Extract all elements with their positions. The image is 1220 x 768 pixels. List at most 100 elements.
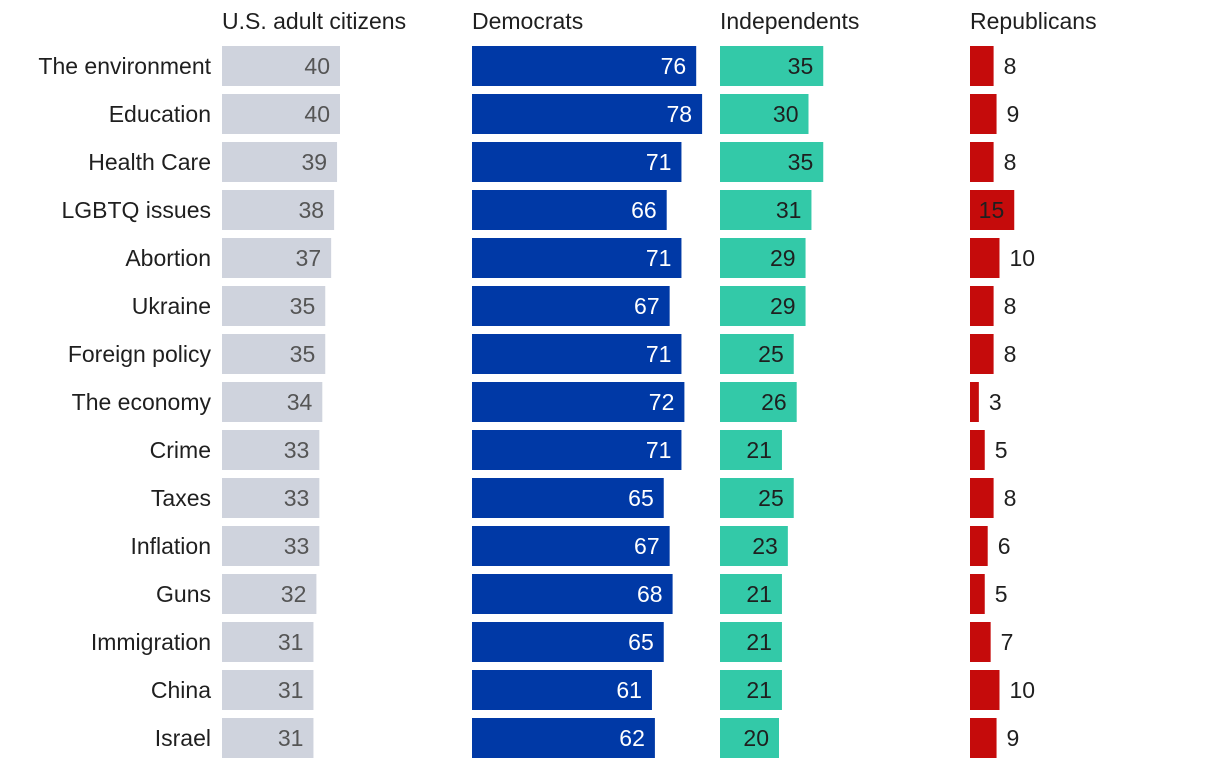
bar-u-s-adult-citizens-israel — [222, 718, 314, 758]
category-label-health-care: Health Care — [88, 149, 211, 175]
bar-independents-immigration — [720, 622, 782, 662]
bar-independents-the-economy — [720, 382, 797, 422]
category-label-guns: Guns — [156, 581, 211, 607]
bar-republicans-guns — [970, 574, 985, 614]
bar-u-s-adult-citizens-foreign-policy — [222, 334, 326, 374]
value-label-republicans-foreign-policy: 8 — [1004, 341, 1017, 367]
bars — [222, 46, 1015, 758]
bar-democrats-china — [472, 670, 652, 710]
value-label-independents-abortion: 29 — [770, 245, 796, 271]
column-header-u-s-adult-citizens: U.S. adult citizens — [222, 8, 406, 34]
value-labels: 4040393837353534333333323131317678716671… — [278, 53, 1035, 751]
bar-democrats-ukraine — [472, 286, 670, 326]
value-label-republicans-guns: 5 — [995, 581, 1008, 607]
bar-republicans-abortion — [970, 238, 1000, 278]
bar-democrats-inflation — [472, 526, 670, 566]
value-label-independents-lgbtq-issues: 31 — [776, 197, 802, 223]
bar-republicans-the-economy — [970, 382, 979, 422]
bar-independents-health-care — [720, 142, 824, 182]
value-label-u-s-adult-citizens-abortion: 37 — [296, 245, 322, 271]
category-label-education: Education — [109, 101, 211, 127]
bar-democrats-health-care — [472, 142, 682, 182]
value-label-republicans-immigration: 7 — [1001, 629, 1014, 655]
value-label-democrats-the-economy: 72 — [649, 389, 675, 415]
category-label-taxes: Taxes — [151, 485, 211, 511]
value-label-republicans-israel: 9 — [1007, 725, 1020, 751]
bar-republicans-health-care — [970, 142, 994, 182]
bar-independents-crime — [720, 430, 782, 470]
bar-u-s-adult-citizens-the-economy — [222, 382, 323, 422]
bar-u-s-adult-citizens-the-environment — [222, 46, 340, 86]
bar-democrats-education — [472, 94, 703, 134]
value-label-independents-taxes: 25 — [758, 485, 784, 511]
value-label-democrats-israel: 62 — [619, 725, 645, 751]
category-labels: The environment Education Health Care LGBTQ… — [38, 53, 211, 751]
value-label-u-s-adult-citizens-inflation: 33 — [284, 533, 310, 559]
bar-independents-education — [720, 94, 809, 134]
bar-republicans-inflation — [970, 526, 988, 566]
value-label-democrats-taxes: 65 — [628, 485, 654, 511]
bar-democrats-lgbtq-issues — [472, 190, 667, 230]
value-label-u-s-adult-citizens-health-care: 39 — [301, 149, 327, 175]
bar-republicans-crime — [970, 430, 985, 470]
value-label-republicans-lgbtq-issues: 15 — [979, 197, 1005, 223]
bar-independents-china — [720, 670, 782, 710]
value-label-independents-israel: 20 — [743, 725, 769, 751]
bar-independents-the-environment — [720, 46, 824, 86]
value-label-democrats-china: 61 — [616, 677, 642, 703]
category-label-ukraine: Ukraine — [132, 293, 211, 319]
category-label-foreign-policy: Foreign policy — [68, 341, 212, 367]
bar-u-s-adult-citizens-china — [222, 670, 314, 710]
value-label-independents-the-environment: 35 — [788, 53, 814, 79]
value-label-u-s-adult-citizens-china: 31 — [278, 677, 304, 703]
value-label-democrats-foreign-policy: 71 — [646, 341, 672, 367]
value-label-independents-inflation: 23 — [752, 533, 778, 559]
category-label-immigration: Immigration — [91, 629, 211, 655]
bar-u-s-adult-citizens-immigration — [222, 622, 314, 662]
value-label-u-s-adult-citizens-immigration: 31 — [278, 629, 304, 655]
value-label-republicans-taxes: 8 — [1004, 485, 1017, 511]
value-label-republicans-ukraine: 8 — [1004, 293, 1017, 319]
bar-u-s-adult-citizens-health-care — [222, 142, 338, 182]
category-label-lgbtq-issues: LGBTQ issues — [61, 197, 211, 223]
bar-democrats-taxes — [472, 478, 664, 518]
bar-democrats-abortion — [472, 238, 682, 278]
value-label-democrats-immigration: 65 — [628, 629, 654, 655]
value-label-u-s-adult-citizens-education: 40 — [304, 101, 330, 127]
bar-independents-guns — [720, 574, 782, 614]
bar-independents-abortion — [720, 238, 806, 278]
value-label-republicans-the-environment: 8 — [1004, 53, 1017, 79]
value-label-republicans-inflation: 6 — [998, 533, 1011, 559]
value-label-democrats-health-care: 71 — [646, 149, 672, 175]
value-label-independents-china: 21 — [746, 677, 772, 703]
column-header-democrats: Democrats — [472, 8, 583, 34]
bar-republicans-lgbtq-issues — [970, 190, 1015, 230]
bar-u-s-adult-citizens-inflation — [222, 526, 320, 566]
bar-independents-lgbtq-issues — [720, 190, 812, 230]
value-label-u-s-adult-citizens-the-economy: 34 — [287, 389, 313, 415]
value-label-u-s-adult-citizens-guns: 32 — [281, 581, 307, 607]
bar-republicans-china — [970, 670, 1000, 710]
bar-u-s-adult-citizens-taxes — [222, 478, 320, 518]
category-label-abortion: Abortion — [125, 245, 211, 271]
bar-independents-foreign-policy — [720, 334, 794, 374]
category-label-israel: Israel — [155, 725, 211, 751]
value-label-u-s-adult-citizens-taxes: 33 — [284, 485, 310, 511]
category-label-china: China — [151, 677, 211, 703]
category-label-crime: Crime — [150, 437, 211, 463]
value-label-u-s-adult-citizens-lgbtq-issues: 38 — [299, 197, 325, 223]
category-label-the-environment: The environment — [38, 53, 211, 79]
column-header-independents: Independents — [720, 8, 859, 34]
value-label-republicans-abortion: 10 — [1010, 245, 1036, 271]
value-label-democrats-guns: 68 — [637, 581, 663, 607]
bar-independents-inflation — [720, 526, 788, 566]
bar-independents-taxes — [720, 478, 794, 518]
value-label-u-s-adult-citizens-the-environment: 40 — [304, 53, 330, 79]
category-label-the-economy: The economy — [72, 389, 212, 415]
value-label-republicans-health-care: 8 — [1004, 149, 1017, 175]
bar-republicans-israel — [970, 718, 997, 758]
bar-democrats-the-economy — [472, 382, 685, 422]
value-label-independents-crime: 21 — [746, 437, 772, 463]
bar-democrats-guns — [472, 574, 673, 614]
value-label-democrats-ukraine: 67 — [634, 293, 660, 319]
